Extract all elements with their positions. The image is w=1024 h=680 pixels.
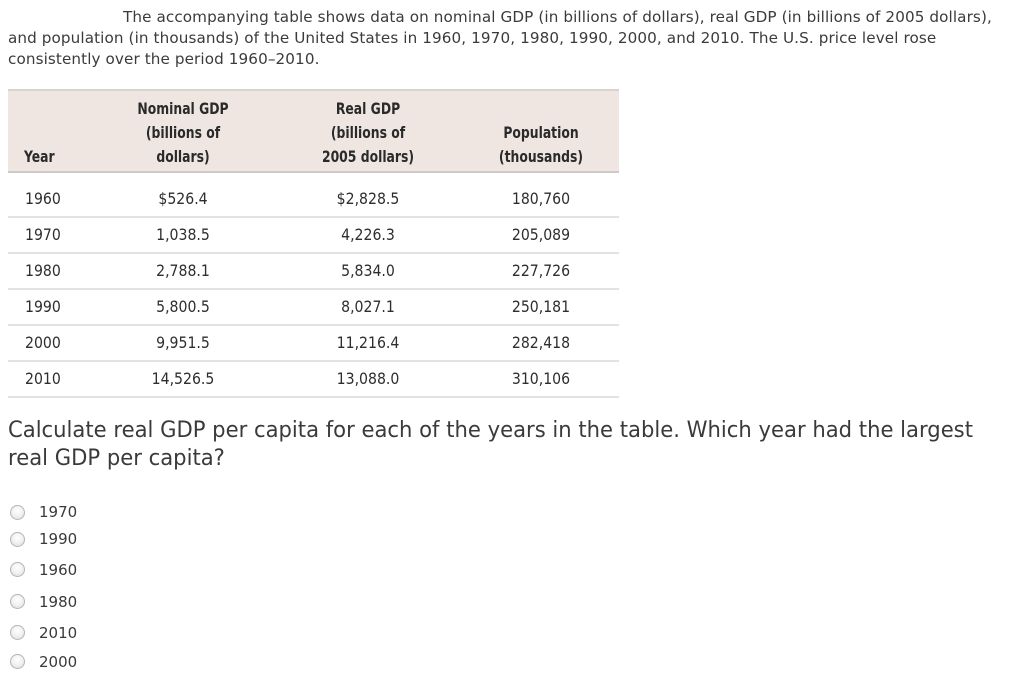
cell-population: 180,760 [511,189,571,208]
cell-population: 227,726 [511,261,571,280]
cell-population: 310,106 [511,369,571,388]
cell-real: $2,828.5 [336,189,400,208]
option-1960[interactable]: 1960 [8,554,77,585]
table-row: 1970 1,038.5 4,226.3 205,089 [8,218,619,254]
cell-year: 1970 [25,225,61,244]
cell-nominal: 1,038.5 [156,225,210,244]
cell-year: 1980 [25,261,61,280]
option-label: 1970 [39,503,78,521]
option-1980[interactable]: 1980 [8,585,77,618]
cell-nominal: 14,526.5 [151,369,215,388]
table-row: 1980 2,788.1 5,834.0 227,726 [8,254,619,290]
radio-button[interactable] [10,562,25,577]
table-row: 1960 $526.4 $2,828.5 180,760 [8,182,619,218]
header-nominal-gdp: Nominal GDP (billions of dollars) [137,99,229,166]
answer-options: 1970 1990 1960 1980 2010 2000 [8,500,77,676]
cell-population: 282,418 [511,333,571,352]
cell-year: 1990 [25,297,61,316]
header-real-gdp: Real GDP (billions of 2005 dollars) [321,99,415,166]
gdp-table: Year Nominal GDP (billions of dollars) R… [8,89,619,398]
option-2000[interactable]: 2000 [8,647,77,676]
table-header: Year Nominal GDP (billions of dollars) R… [8,89,619,173]
cell-nominal: 2,788.1 [156,261,210,280]
radio-button[interactable] [10,654,25,669]
cell-real: 5,834.0 [341,261,395,280]
radio-button[interactable] [10,504,25,520]
table-row: 2000 9,951.5 11,216.4 282,418 [8,326,619,362]
table-row: 1990 5,800.5 8,027.1 250,181 [8,290,619,326]
intro-paragraph: The accompanying table shows data on nom… [8,7,1022,70]
option-1970[interactable]: 1970 [8,500,77,524]
option-label: 1990 [39,530,78,548]
cell-year: 2000 [25,333,61,352]
cell-year: 2010 [25,369,61,388]
header-year: Year [24,147,55,166]
option-1990[interactable]: 1990 [8,524,77,554]
cell-nominal: 9,951.5 [156,333,210,352]
cell-real: 4,226.3 [341,225,395,244]
header-population: Population (thousands) [498,123,584,166]
intro-text: The accompanying table shows data on nom… [8,8,992,68]
option-label: 2010 [39,623,78,642]
cell-population: 250,181 [511,297,571,316]
cell-nominal: $526.4 [158,189,208,208]
radio-button[interactable] [10,594,25,609]
cell-real: 11,216.4 [336,333,400,352]
cell-real: 8,027.1 [341,297,395,316]
radio-button[interactable] [10,531,25,547]
option-label: 1960 [39,560,78,579]
cell-real: 13,088.0 [336,369,400,388]
cell-nominal: 5,800.5 [156,297,210,316]
cell-population: 205,089 [511,225,571,244]
cell-year: 1960 [25,189,61,208]
option-2010[interactable]: 2010 [8,618,77,647]
option-label: 2000 [39,652,78,671]
question-text: Calculate real GDP per capita for each o… [8,418,973,471]
table-row: 2010 14,526.5 13,088.0 310,106 [8,362,619,398]
radio-button[interactable] [10,625,25,640]
option-label: 1980 [39,592,78,611]
